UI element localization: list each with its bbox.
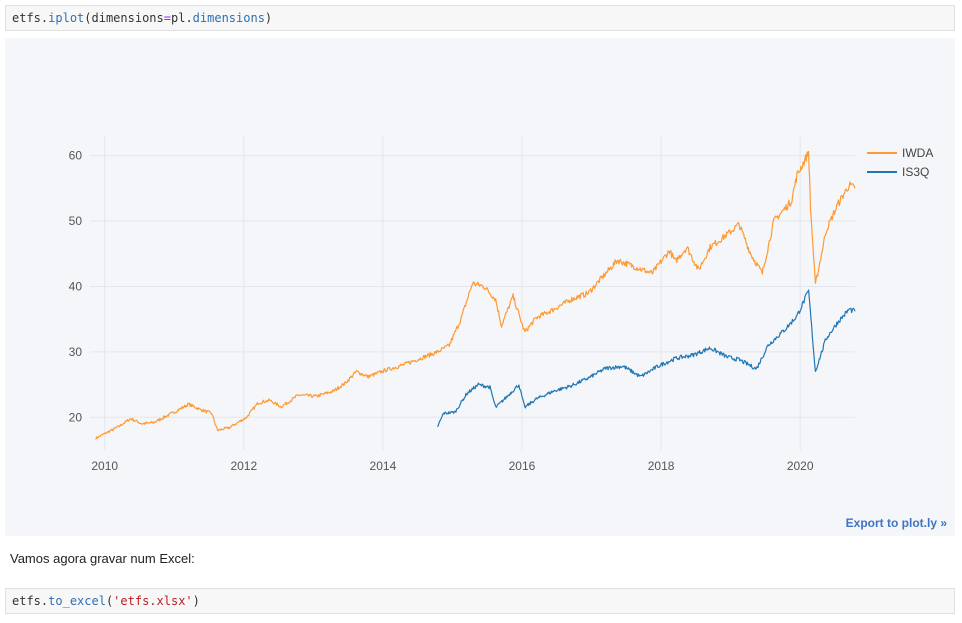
code-token-open-paren: ( bbox=[84, 11, 92, 25]
x-tick-label: 2014 bbox=[370, 459, 397, 473]
legend-label-iwda: IWDA bbox=[902, 146, 933, 160]
code-token-dimensions: dimensions bbox=[192, 11, 265, 25]
y-tick-label: 50 bbox=[69, 214, 83, 228]
code-token-dot: . bbox=[40, 594, 49, 608]
x-tick-label: 2020 bbox=[787, 459, 814, 473]
legend-label-is3q: IS3Q bbox=[902, 165, 929, 179]
code-token-open-paren: ( bbox=[105, 594, 114, 608]
x-tick-label: 2010 bbox=[91, 459, 118, 473]
code-token-equals: = bbox=[163, 11, 171, 25]
export-to-plotly-link[interactable]: Export to plot.ly » bbox=[845, 516, 947, 530]
code-token-pl: pl bbox=[170, 11, 186, 25]
code-token-etfs: etfs bbox=[12, 594, 41, 608]
code-token-dot: . bbox=[40, 11, 49, 25]
y-tick-label: 20 bbox=[69, 410, 83, 424]
code-token-close-paren: ) bbox=[264, 11, 273, 25]
code-cell-iplot[interactable]: etfs.iplot(dimensions=pl.dimensions) bbox=[5, 5, 955, 31]
x-tick-label: 2012 bbox=[230, 459, 257, 473]
series-line-is3q bbox=[437, 289, 856, 428]
markdown-text: Vamos agora gravar num Excel: bbox=[10, 551, 195, 566]
x-tick-label: 2018 bbox=[648, 459, 675, 473]
x-tick-label: 2016 bbox=[509, 459, 536, 473]
code-token-to-excel: to_excel bbox=[48, 594, 106, 608]
code-token-filename: 'etfs.xlsx' bbox=[113, 594, 193, 608]
code-token-iplot: iplot bbox=[48, 11, 85, 25]
code-token-close-paren: ) bbox=[192, 594, 200, 608]
code-cell-to-excel[interactable]: etfs.to_excel('etfs.xlsx') bbox=[5, 588, 955, 614]
y-tick-label: 40 bbox=[69, 279, 83, 293]
plot-output: 2010 2012 2014 2016 2018 2020 20 30 40 50 60 IWDA IS… bbox=[5, 38, 955, 536]
series-line-iwda bbox=[95, 150, 856, 440]
y-tick-label: 60 bbox=[69, 149, 83, 163]
code-token-etfs: etfs bbox=[12, 11, 41, 25]
code-token-dot: . bbox=[185, 11, 193, 25]
y-tick-label: 30 bbox=[69, 345, 83, 359]
code-token-argname: dimensions bbox=[91, 11, 164, 25]
